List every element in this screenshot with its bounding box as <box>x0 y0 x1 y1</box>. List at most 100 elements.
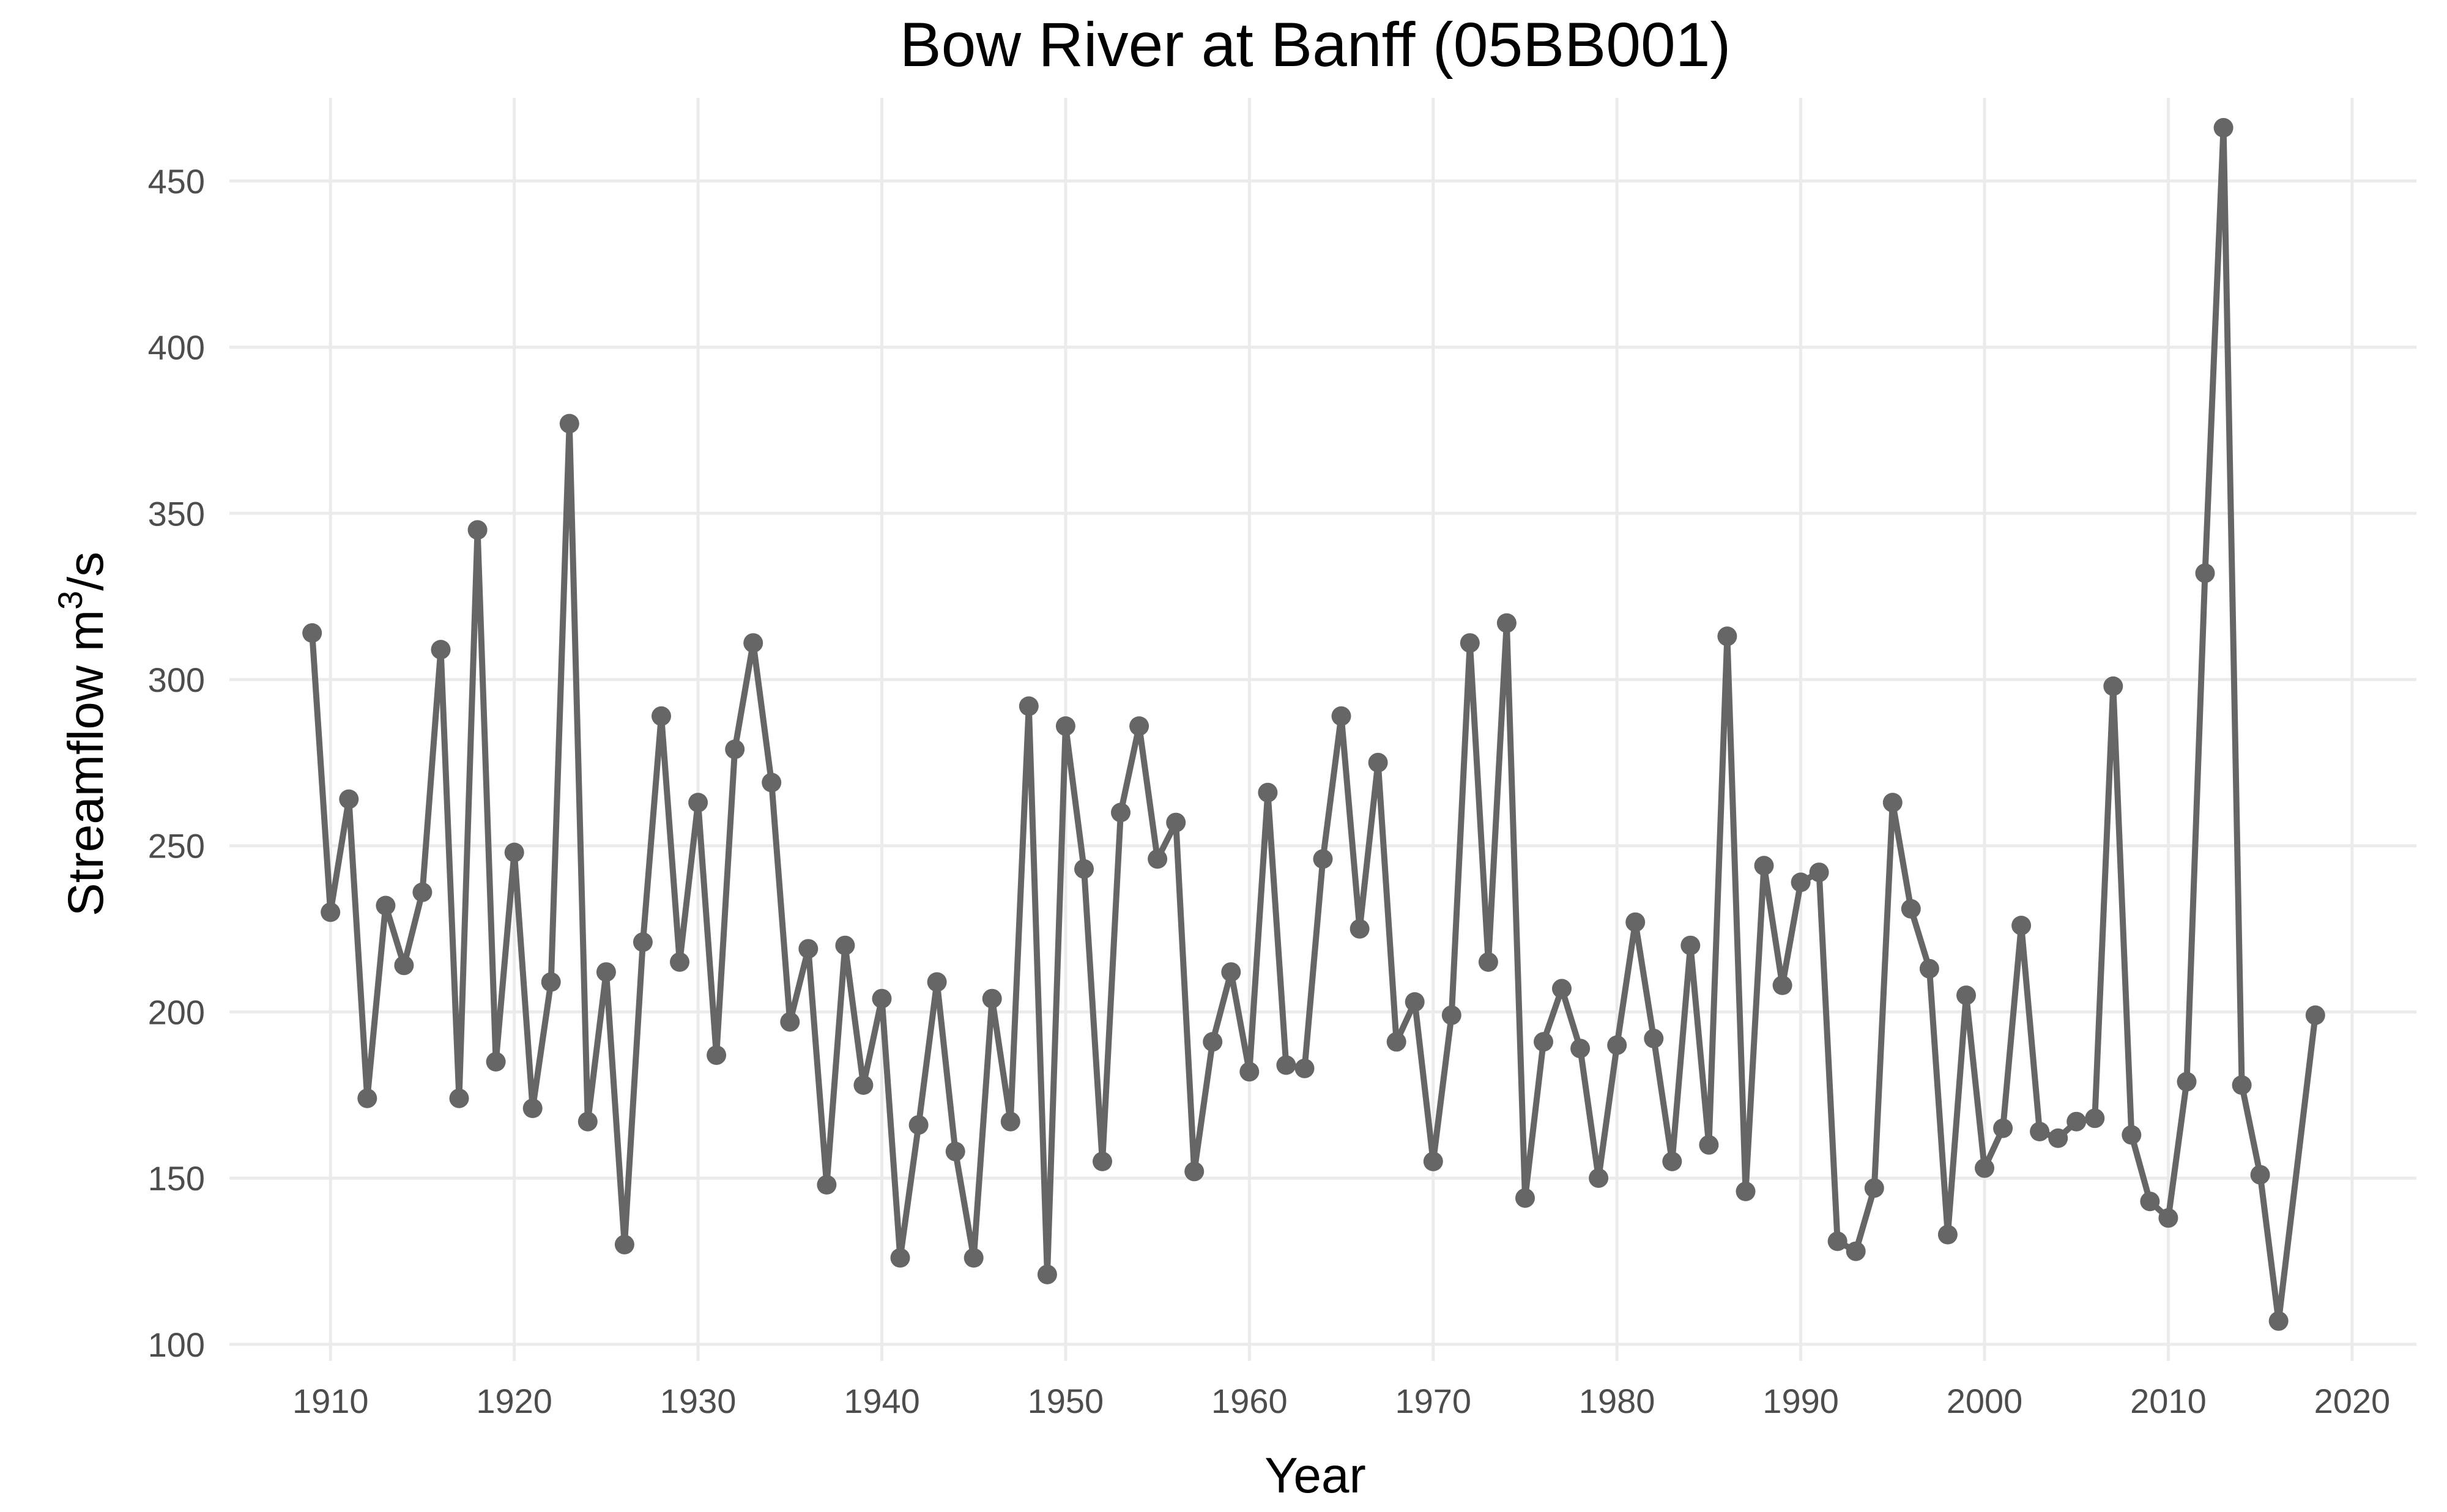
series-line-0 <box>309 124 2319 1324</box>
data-point-1967 <box>1368 752 1388 773</box>
data-point-1946 <box>982 988 1002 1009</box>
data-point-1989 <box>1772 975 1792 995</box>
data-point-1947 <box>1000 1111 1020 1132</box>
data-point-1928 <box>652 706 671 726</box>
data-point-2005 <box>2066 1111 2087 1132</box>
x-axis-title: Year <box>1264 1448 1366 1503</box>
data-point-1935 <box>780 1012 800 1032</box>
data-point-1997 <box>1919 958 1939 979</box>
data-point-2011 <box>2177 1072 2197 1092</box>
data-point-1931 <box>707 1045 727 1065</box>
data-point-1917 <box>449 1088 469 1108</box>
data-point-1995 <box>1882 793 1903 813</box>
data-point-2009 <box>2140 1191 2160 1212</box>
x-tick-label-1960: 1960 <box>1211 1382 1288 1420</box>
data-point-1927 <box>633 932 653 952</box>
data-point-1948 <box>1019 696 1039 716</box>
data-point-1912 <box>357 1088 377 1108</box>
data-point-1938 <box>835 935 855 955</box>
data-point-2008 <box>2122 1125 2142 1145</box>
data-point-1970 <box>1423 1151 1443 1171</box>
data-point-1913 <box>376 895 396 916</box>
data-point-1915 <box>412 882 433 902</box>
data-point-1951 <box>1074 859 1094 879</box>
data-point-1958 <box>1203 1032 1223 1052</box>
x-tick-label-1920: 1920 <box>476 1382 552 1420</box>
chart-title: Bow River at Banff (05BB001) <box>900 10 1731 80</box>
data-point-1916 <box>431 640 451 660</box>
data-point-1993 <box>1846 1241 1866 1261</box>
data-point-1971 <box>1441 1005 1461 1025</box>
data-point-1988 <box>1754 856 1774 876</box>
data-point-1982 <box>1644 1028 1664 1048</box>
y-tick-label-200: 200 <box>148 993 205 1031</box>
x-tick-labels: 1910 1920 1930 1940 1950 1960 1970 1980 1990 2000… <box>292 1382 2390 1420</box>
data-point-1925 <box>596 962 616 982</box>
data-point-1929 <box>670 952 689 972</box>
y-tick-label-250: 250 <box>148 827 205 865</box>
x-tick-label-2000: 2000 <box>1947 1382 2023 1420</box>
x-tick-label-1940: 1940 <box>844 1382 920 1420</box>
data-point-1926 <box>614 1234 634 1254</box>
data-point-1910 <box>321 902 341 922</box>
y-tick-label-400: 400 <box>148 328 205 367</box>
data-point-1939 <box>853 1075 874 1095</box>
data-point-2012 <box>2195 563 2215 584</box>
data-point-1921 <box>522 1099 543 1118</box>
data-point-1999 <box>1956 985 1976 1006</box>
data-point-1952 <box>1093 1151 1112 1171</box>
data-point-1942 <box>908 1115 929 1135</box>
x-tick-label-2010: 2010 <box>2130 1382 2207 1420</box>
data-point-1990 <box>1791 872 1811 892</box>
data-point-1992 <box>1827 1231 1847 1251</box>
data-point-1963 <box>1294 1058 1315 1078</box>
y-tick-label-150: 150 <box>148 1159 205 1198</box>
data-point-1943 <box>927 972 947 992</box>
data-point-1977 <box>1552 979 1572 999</box>
data-point-1968 <box>1386 1032 1406 1052</box>
data-point-1994 <box>1864 1178 1884 1198</box>
data-point-1954 <box>1129 716 1149 736</box>
data-point-1932 <box>725 739 745 760</box>
data-point-1930 <box>688 793 708 813</box>
data-point-1987 <box>1736 1181 1756 1201</box>
data-point-1920 <box>504 842 524 862</box>
data-point-2018 <box>2305 1005 2325 1025</box>
y-tick-label-300: 300 <box>148 661 205 699</box>
series-layer <box>302 117 2325 1331</box>
data-point-1983 <box>1662 1151 1682 1171</box>
data-point-1966 <box>1350 919 1370 939</box>
data-point-1973 <box>1478 952 1498 972</box>
x-tick-label-1930: 1930 <box>660 1382 737 1420</box>
data-point-1972 <box>1460 633 1480 653</box>
data-point-1957 <box>1184 1162 1205 1182</box>
x-tick-label-1980: 1980 <box>1579 1382 1655 1420</box>
data-point-1985 <box>1699 1135 1719 1155</box>
data-point-1956 <box>1166 812 1186 832</box>
data-point-1919 <box>486 1051 506 1072</box>
data-point-1949 <box>1037 1264 1057 1284</box>
data-point-2010 <box>2158 1208 2178 1228</box>
x-tick-label-1990: 1990 <box>1762 1382 1839 1420</box>
data-point-1923 <box>559 413 579 434</box>
data-point-1955 <box>1148 849 1168 869</box>
data-point-1978 <box>1570 1039 1591 1059</box>
data-point-2003 <box>2030 1122 2050 1141</box>
data-point-2013 <box>2213 117 2233 138</box>
data-point-2014 <box>2232 1075 2252 1095</box>
data-point-1945 <box>964 1248 984 1268</box>
y-tick-labels: 100 150 200 250 300 350 400 450 <box>148 162 205 1364</box>
data-point-1933 <box>743 633 763 653</box>
data-point-1974 <box>1496 613 1517 633</box>
y-tick-label-350: 350 <box>148 494 205 533</box>
y-axis-title-main: Streamflow m <box>58 610 114 916</box>
data-point-1922 <box>541 972 561 992</box>
data-point-1953 <box>1111 802 1131 823</box>
data-point-1914 <box>394 955 414 976</box>
data-point-1936 <box>798 939 819 959</box>
data-point-1981 <box>1625 912 1646 932</box>
data-point-2016 <box>2268 1311 2289 1331</box>
data-point-1911 <box>339 789 359 809</box>
data-point-2015 <box>2250 1165 2270 1185</box>
x-tick-label-1970: 1970 <box>1395 1382 1471 1420</box>
